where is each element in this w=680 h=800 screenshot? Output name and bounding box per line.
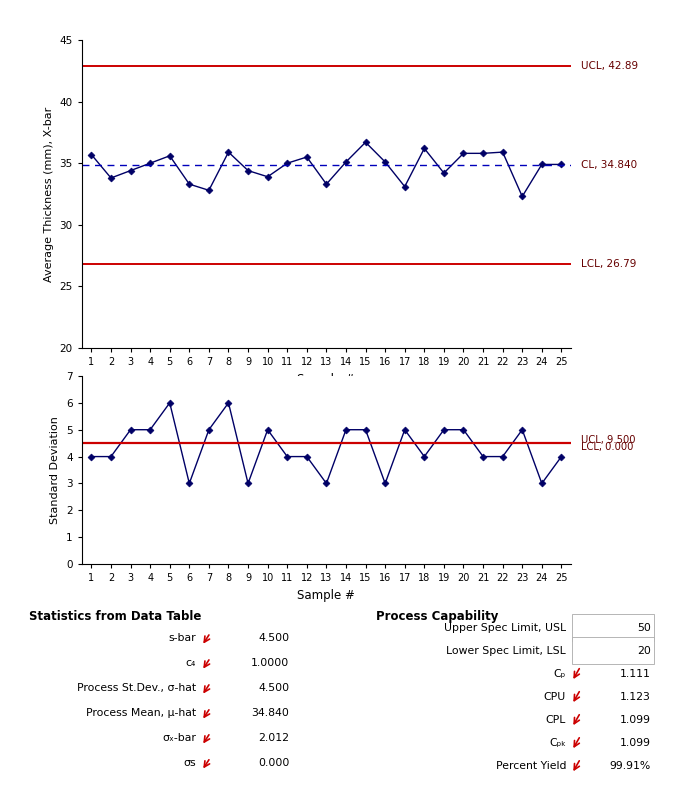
Text: s-bar: s-bar — [168, 634, 196, 643]
Text: CPU: CPU — [544, 692, 566, 702]
Text: 0.000: 0.000 — [258, 758, 290, 768]
Text: 4.500: 4.500 — [258, 683, 290, 694]
Text: Process Mean, μ-hat: Process Mean, μ-hat — [86, 708, 196, 718]
Text: Lower Spec Limit, LSL: Lower Spec Limit, LSL — [446, 646, 566, 656]
Text: Statistics from Data Table: Statistics from Data Table — [29, 610, 201, 622]
Text: 1.123: 1.123 — [620, 692, 651, 702]
Y-axis label: Standard Deviation: Standard Deviation — [50, 416, 61, 524]
Text: CPL: CPL — [545, 715, 566, 725]
Text: Cₚ: Cₚ — [554, 669, 566, 679]
Text: σs: σs — [183, 758, 196, 768]
Text: 1.0000: 1.0000 — [251, 658, 290, 668]
Text: 99.91%: 99.91% — [609, 761, 651, 771]
Text: UCL, 42.89: UCL, 42.89 — [581, 61, 638, 71]
FancyBboxPatch shape — [572, 614, 653, 642]
Text: LCL, 0.000: LCL, 0.000 — [581, 442, 633, 452]
Text: Upper Spec Limit, USL: Upper Spec Limit, USL — [444, 623, 566, 633]
Y-axis label: Average Thickness (mm), X-bar: Average Thickness (mm), X-bar — [44, 106, 54, 282]
FancyBboxPatch shape — [572, 638, 653, 664]
Text: CL, 34.840: CL, 34.840 — [581, 160, 637, 170]
Text: 34.840: 34.840 — [252, 708, 290, 718]
Text: LCL, 26.79: LCL, 26.79 — [581, 259, 636, 270]
Text: c₄: c₄ — [186, 658, 196, 668]
Text: 20: 20 — [637, 646, 651, 656]
Text: Percent Yield: Percent Yield — [496, 761, 566, 771]
Text: 4.500: 4.500 — [258, 634, 290, 643]
Text: Process Capability: Process Capability — [376, 610, 498, 622]
Text: σₓ-bar: σₓ-bar — [162, 734, 196, 743]
Text: 1.099: 1.099 — [620, 738, 651, 748]
Text: 50: 50 — [637, 623, 651, 633]
X-axis label: Sample #: Sample # — [297, 589, 356, 602]
Text: UCL, 9.500: UCL, 9.500 — [581, 435, 636, 445]
Text: 2.012: 2.012 — [258, 734, 290, 743]
Text: Cₚₖ: Cₚₖ — [549, 738, 566, 748]
Text: 1.099: 1.099 — [620, 715, 651, 725]
X-axis label: Sample #: Sample # — [297, 373, 356, 386]
Text: 1.111: 1.111 — [620, 669, 651, 679]
Text: Process St.Dev., σ-hat: Process St.Dev., σ-hat — [77, 683, 196, 694]
